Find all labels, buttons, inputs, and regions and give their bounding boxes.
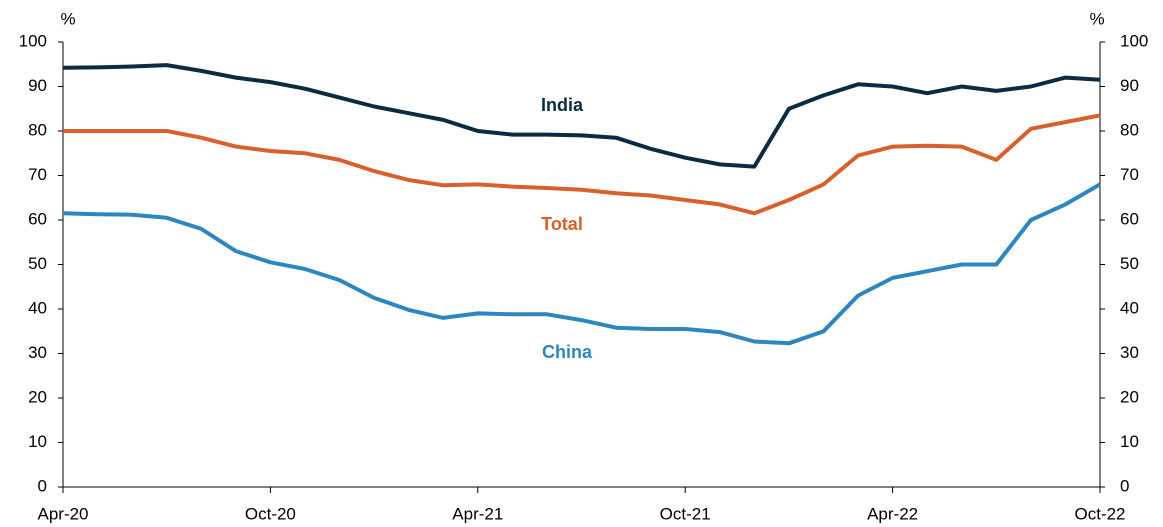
y2-tick-label: 100 xyxy=(1120,31,1148,50)
series-label: Total xyxy=(541,214,583,234)
y-tick-label: 10 xyxy=(28,432,47,451)
y2-tick-label: 40 xyxy=(1120,298,1139,317)
series-label: India xyxy=(541,95,584,115)
y2-tick-label: 80 xyxy=(1120,120,1139,139)
y-tick-label: 30 xyxy=(28,343,47,362)
series-label: China xyxy=(542,342,593,362)
x-tick-label: Oct-21 xyxy=(660,504,711,523)
line-series xyxy=(62,63,1101,169)
line-series xyxy=(63,113,1101,216)
y-tick-label: 90 xyxy=(28,76,47,95)
y2-tick-label: 50 xyxy=(1120,254,1139,273)
y2-tick-label: 20 xyxy=(1120,387,1139,406)
y-tick-label: 80 xyxy=(28,120,47,139)
y2-tick-label: 30 xyxy=(1120,343,1139,362)
x-tick-label: Oct-20 xyxy=(245,504,296,523)
y-tick-label: 60 xyxy=(28,209,47,228)
y2-tick-label: 60 xyxy=(1120,209,1139,228)
y-tick-label: 50 xyxy=(28,254,47,273)
x-tick-label: Apr-20 xyxy=(37,504,88,523)
y-tick-label: 0 xyxy=(38,476,47,495)
x-tick-label: Oct-22 xyxy=(1074,504,1125,523)
x-tick-label: Apr-22 xyxy=(867,504,918,523)
x-tick-label: Apr-21 xyxy=(452,504,503,523)
y-unit-right: % xyxy=(1089,9,1104,28)
y-tick-label: 40 xyxy=(28,298,47,317)
y2-tick-label: 0 xyxy=(1120,476,1129,495)
y2-tick-label: 90 xyxy=(1120,76,1139,95)
y2-tick-label: 70 xyxy=(1120,165,1139,184)
y-tick-label: 20 xyxy=(28,387,47,406)
y-tick-label: 100 xyxy=(19,31,47,50)
line-series xyxy=(62,182,1102,346)
y2-tick-label: 10 xyxy=(1120,432,1139,451)
y-unit-left: % xyxy=(60,9,75,28)
y-tick-label: 70 xyxy=(28,165,47,184)
